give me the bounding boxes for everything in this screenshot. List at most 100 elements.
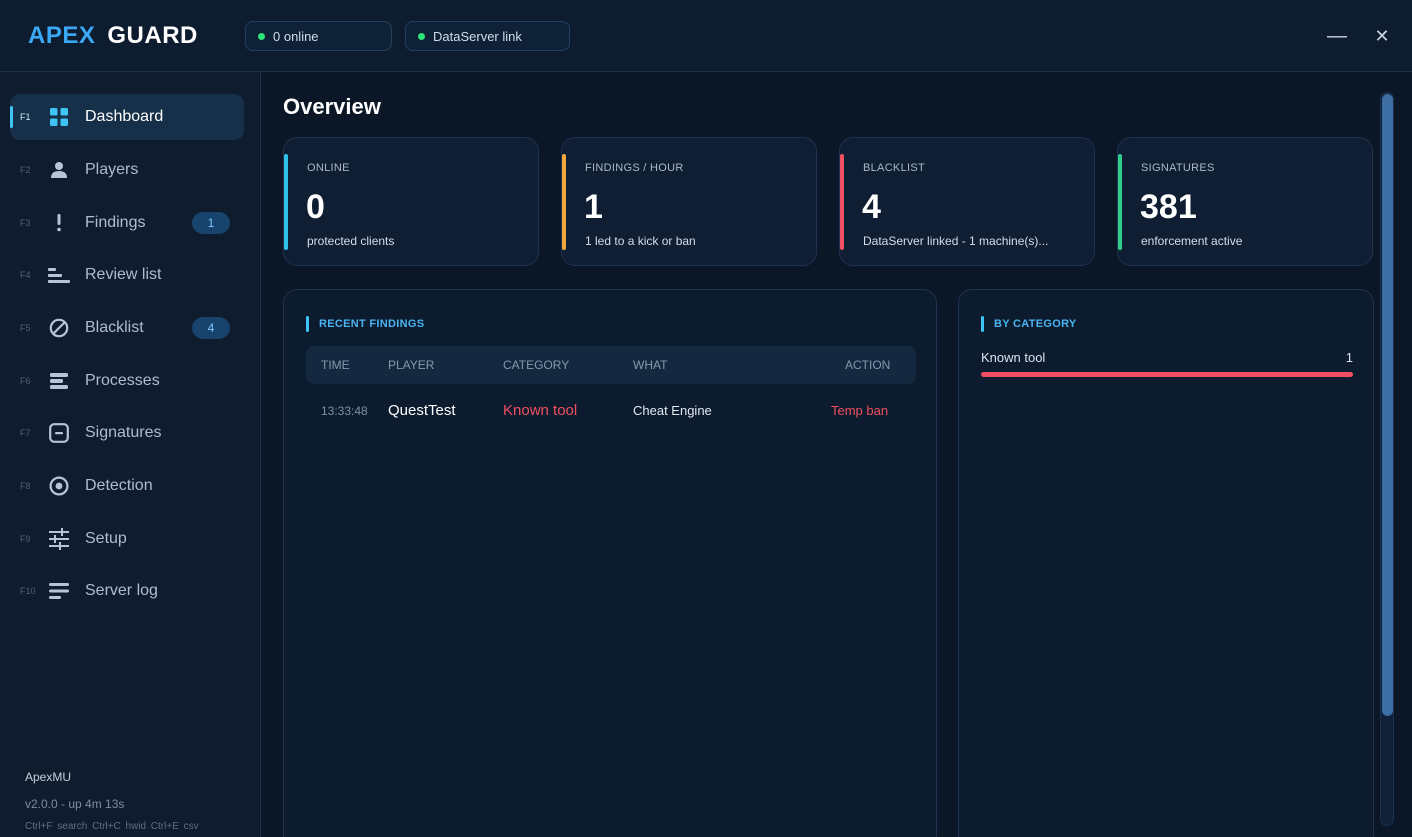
category-row: Known tool 1 [981, 350, 1353, 365]
sidebar-item-review-list[interactable]: F4 Review list [10, 252, 244, 298]
stat-accent-bar [840, 154, 844, 250]
app-title-part1: APEX [28, 22, 96, 49]
cell-action: Temp ban [831, 403, 889, 418]
findings-count-badge: 1 [192, 212, 230, 234]
stat-card-online: ONLINE 0 protected clients [283, 137, 539, 266]
status-dot-icon [258, 32, 265, 40]
stat-subtext: DataServer linked - 1 machine(s)... [863, 234, 1049, 248]
sidebar-item-server-log[interactable]: F10 Server log [10, 568, 244, 614]
stat-value: 1 [584, 188, 603, 226]
column-header-what[interactable]: WHAT [633, 358, 668, 372]
panel-title: BY CATEGORY [981, 316, 1077, 332]
shortcut-key: F6 [20, 376, 31, 386]
processes-icon [48, 370, 70, 392]
table-header: TIME PLAYER CATEGORY WHAT ACTION [306, 346, 916, 384]
column-header-player[interactable]: PLAYER [388, 358, 435, 372]
shortcut-key: F4 [20, 270, 31, 280]
stat-card-signatures: SIGNATURES 381 enforcement active [1117, 137, 1373, 266]
stat-accent-bar [284, 154, 288, 250]
stat-accent-bar [1118, 154, 1122, 250]
column-header-time[interactable]: TIME [321, 358, 350, 372]
stat-subtext: 1 led to a kick or ban [585, 234, 696, 248]
stat-value: 381 [1140, 188, 1197, 226]
sidebar-item-label: Processes [85, 372, 160, 389]
ban-icon [48, 317, 70, 339]
online-status-label: 0 online [273, 28, 319, 44]
sidebar-item-setup[interactable]: F9 Setup [10, 516, 244, 562]
sidebar-item-players[interactable]: F2 Players [10, 147, 244, 193]
cell-time: 13:33:48 [321, 404, 368, 418]
target-icon [48, 475, 70, 497]
user-icon [48, 159, 70, 181]
panel-title: RECENT FINDINGS [306, 316, 424, 332]
cell-what: Cheat Engine [633, 403, 712, 418]
shortcut-key: F3 [20, 218, 31, 228]
stat-subtext: protected clients [307, 234, 395, 248]
sidebar-item-label: Blacklist [85, 319, 144, 336]
by-category-panel: BY CATEGORY Known tool 1 [958, 289, 1374, 837]
sidebar-item-blacklist[interactable]: F5 Blacklist 4 [10, 305, 244, 351]
stat-card-findings-per-hour: FINDINGS / HOUR 1 1 led to a kick or ban [561, 137, 817, 266]
version-uptime: v2.0.0 - up 4m 13s [25, 797, 125, 811]
server-name: ApexMU [25, 770, 72, 784]
stat-accent-bar [562, 154, 566, 250]
sliders-icon [48, 528, 70, 550]
sidebar-item-label: Findings [85, 214, 146, 231]
category-count: 1 [1345, 350, 1353, 365]
list-icon [48, 264, 70, 286]
shortcut-key: F5 [20, 323, 31, 333]
stat-label: ONLINE [307, 162, 350, 174]
sidebar-item-label: Setup [85, 530, 127, 547]
keyboard-shortcuts-hint: Ctrl+F search Ctrl+C hwid Ctrl+E csv [25, 821, 199, 832]
column-header-action[interactable]: ACTION [845, 358, 891, 372]
shortcut-key: F10 [20, 586, 36, 596]
log-icon [48, 580, 70, 602]
signature-icon [48, 422, 70, 444]
status-dot-icon [418, 32, 425, 40]
sidebar-item-label: Detection [85, 477, 153, 494]
scrollbar-thumb[interactable] [1382, 94, 1393, 716]
title-bar: APEX GUARD 0 online DataServer link — ✕ [0, 0, 1412, 72]
shortcut-key: F2 [20, 165, 31, 175]
sidebar-item-processes[interactable]: F6 Processes [10, 358, 244, 404]
recent-findings-panel: RECENT FINDINGS TIME PLAYER CATEGORY WHA… [283, 289, 937, 837]
dataserver-status-label: DataServer link [433, 28, 522, 44]
shortcut-key: F1 [20, 112, 31, 122]
close-button[interactable]: ✕ [1374, 26, 1390, 46]
stat-card-blacklist: BLACKLIST 4 DataServer linked - 1 machin… [839, 137, 1095, 266]
stat-value: 0 [306, 188, 325, 226]
sidebar-item-label: Dashboard [85, 108, 164, 125]
table-row[interactable]: 13:33:48 QuestTest Known tool Cheat Engi… [306, 392, 916, 430]
app-title-part2: GUARD [107, 22, 198, 49]
online-status-pill: 0 online [245, 21, 392, 51]
stat-subtext: enforcement active [1141, 234, 1243, 248]
stat-label: SIGNATURES [1141, 162, 1215, 174]
cell-category: Known tool [503, 402, 578, 419]
sidebar-item-label: Server log [85, 582, 158, 599]
stat-label: BLACKLIST [863, 162, 926, 174]
sidebar: F1 Dashboard F2 Players F3 Findings 1 F4… [0, 72, 261, 837]
sidebar-item-detection[interactable]: F8 Detection [10, 463, 244, 509]
blacklist-count-badge: 4 [192, 317, 230, 339]
sidebar-item-label: Signatures [85, 424, 162, 441]
minimize-button[interactable]: — [1327, 25, 1347, 47]
main-content: Overview ONLINE 0 protected clients FIND… [262, 73, 1412, 837]
column-header-category[interactable]: CATEGORY [503, 358, 570, 372]
grid-icon [48, 106, 70, 128]
shortcut-key: F9 [20, 534, 31, 544]
stat-label: FINDINGS / HOUR [585, 162, 684, 174]
category-bar [981, 372, 1353, 377]
shortcut-key: F8 [20, 481, 31, 491]
exclamation-icon [48, 212, 70, 234]
sidebar-item-signatures[interactable]: F7 Signatures [10, 410, 244, 456]
cell-player: QuestTest [388, 402, 456, 419]
stat-value: 4 [862, 188, 881, 226]
category-name: Known tool [981, 350, 1046, 365]
page-title: Overview [283, 94, 381, 119]
dataserver-status-pill: DataServer link [405, 21, 570, 51]
sidebar-item-dashboard[interactable]: F1 Dashboard [10, 94, 244, 140]
sidebar-item-label: Review list [85, 266, 162, 283]
shortcut-key: F7 [20, 428, 31, 438]
sidebar-item-label: Players [85, 161, 139, 178]
sidebar-item-findings[interactable]: F3 Findings 1 [10, 200, 244, 246]
